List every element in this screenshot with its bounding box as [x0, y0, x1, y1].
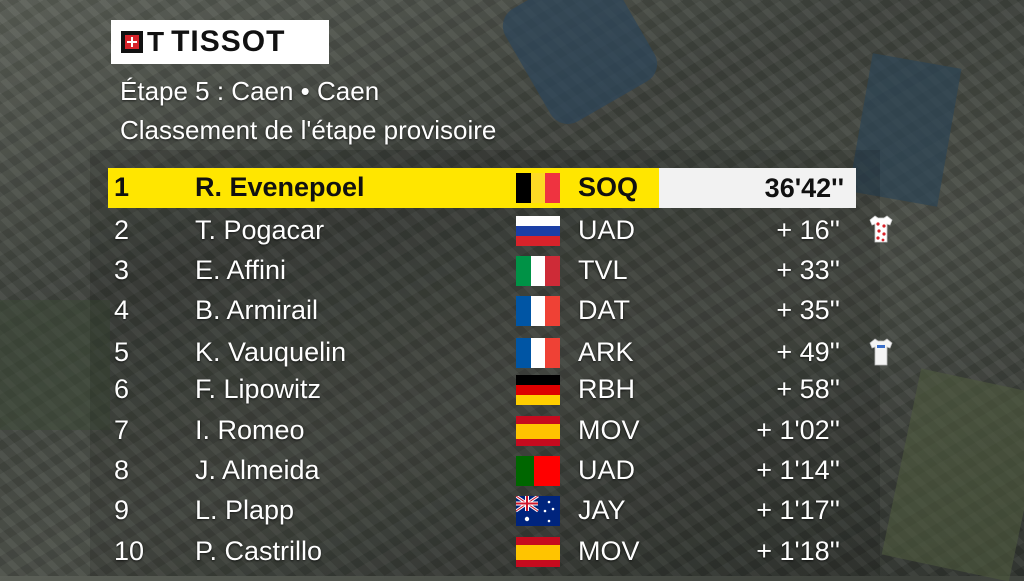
gap-time: + 1'14'': [756, 455, 840, 485]
standings-row: 2 T. Pogacar UAD: [108, 211, 668, 249]
rank: 3: [114, 255, 130, 285]
brand-name: TISSOT: [171, 25, 286, 58]
standings-backdrop: [90, 150, 880, 576]
swiss-cross-icon: [121, 31, 143, 53]
tissot-logo: T TISSOT: [111, 20, 329, 64]
standings-row-leader: 1 R. Evenepoel SOQ: [108, 168, 668, 208]
rank: 4: [114, 295, 130, 325]
france-flag-icon: [516, 296, 560, 326]
team-code: MOV: [578, 415, 640, 445]
germany-flag-icon: [516, 375, 560, 405]
rank: 8: [114, 455, 130, 485]
team-code: JAY: [578, 495, 626, 525]
rider-name: E. Affini: [195, 255, 287, 285]
standings-row: 5 K. Vauquelin ARK: [108, 333, 668, 371]
standings-row: 4 B. Armirail DAT: [108, 291, 668, 329]
rank: 9: [114, 495, 130, 525]
france-flag-icon: [516, 338, 560, 368]
team-code: SOQ: [578, 172, 639, 202]
rank: 10: [114, 536, 145, 566]
gap-time: + 1'02'': [756, 415, 840, 445]
white-jersey-icon: [869, 338, 893, 366]
polka-dot-jersey-icon: [869, 215, 893, 243]
team-code: RBH: [578, 374, 636, 404]
rider-name: J. Almeida: [195, 455, 320, 485]
rider-name: L. Plapp: [195, 495, 295, 525]
portugal-flag-icon: [516, 456, 560, 486]
team-code: DAT: [578, 295, 630, 325]
team-code: ARK: [578, 337, 634, 367]
australia-flag-icon: [516, 496, 560, 526]
rank: 5: [114, 337, 130, 367]
rank: 1: [114, 172, 130, 202]
spain-flag-icon: [516, 537, 560, 567]
gap-time: + 49'': [776, 337, 840, 367]
standings-row: 10 P. Castrillo MOV: [108, 532, 668, 570]
italy-flag-icon: [516, 256, 560, 286]
rider-name: I. Romeo: [195, 415, 305, 445]
gap-time: + 35'': [776, 295, 840, 325]
team-code: MOV: [578, 536, 640, 566]
rider-name: F. Lipowitz: [195, 374, 322, 404]
team-code: UAD: [578, 455, 636, 485]
park-background-left: [0, 300, 110, 430]
rider-name: P. Castrillo: [195, 536, 323, 566]
rider-name: B. Armirail: [195, 295, 319, 325]
gap-time: + 1'17'': [756, 495, 840, 525]
rider-name: K. Vauquelin: [195, 337, 347, 367]
spain-flag-icon: [516, 416, 560, 446]
standings-row: 8 J. Almeida UAD: [108, 451, 668, 489]
logo-t-letter: T: [147, 26, 166, 57]
team-code: TVL: [578, 255, 628, 285]
leader-time: 36'42'': [659, 168, 856, 208]
stage-title: Étape 5 : Caen • Caen: [120, 76, 380, 106]
slovenia-flag-icon: [516, 216, 560, 246]
gap-time: + 58'': [776, 374, 840, 404]
stage-subtitle: Classement de l'étape provisoire: [120, 115, 497, 145]
standings-row: 6 F. Lipowitz RBH: [108, 370, 668, 408]
gap-time: + 1'18'': [756, 536, 840, 566]
gap-time: + 33'': [776, 255, 840, 285]
rider-name: T. Pogacar: [195, 215, 325, 245]
rank: 6: [114, 374, 130, 404]
rider-name: R. Evenepoel: [195, 172, 365, 202]
gap-time: + 16'': [776, 215, 840, 245]
team-code: UAD: [578, 215, 636, 245]
belgium-flag-icon: [516, 173, 560, 203]
standings-row: 7 I. Romeo MOV: [108, 411, 668, 449]
standings-row: 3 E. Affini TVL: [108, 251, 668, 289]
rank: 7: [114, 415, 130, 445]
rank: 2: [114, 215, 130, 245]
standings-row: 9 L. Plapp JAY: [108, 491, 668, 529]
